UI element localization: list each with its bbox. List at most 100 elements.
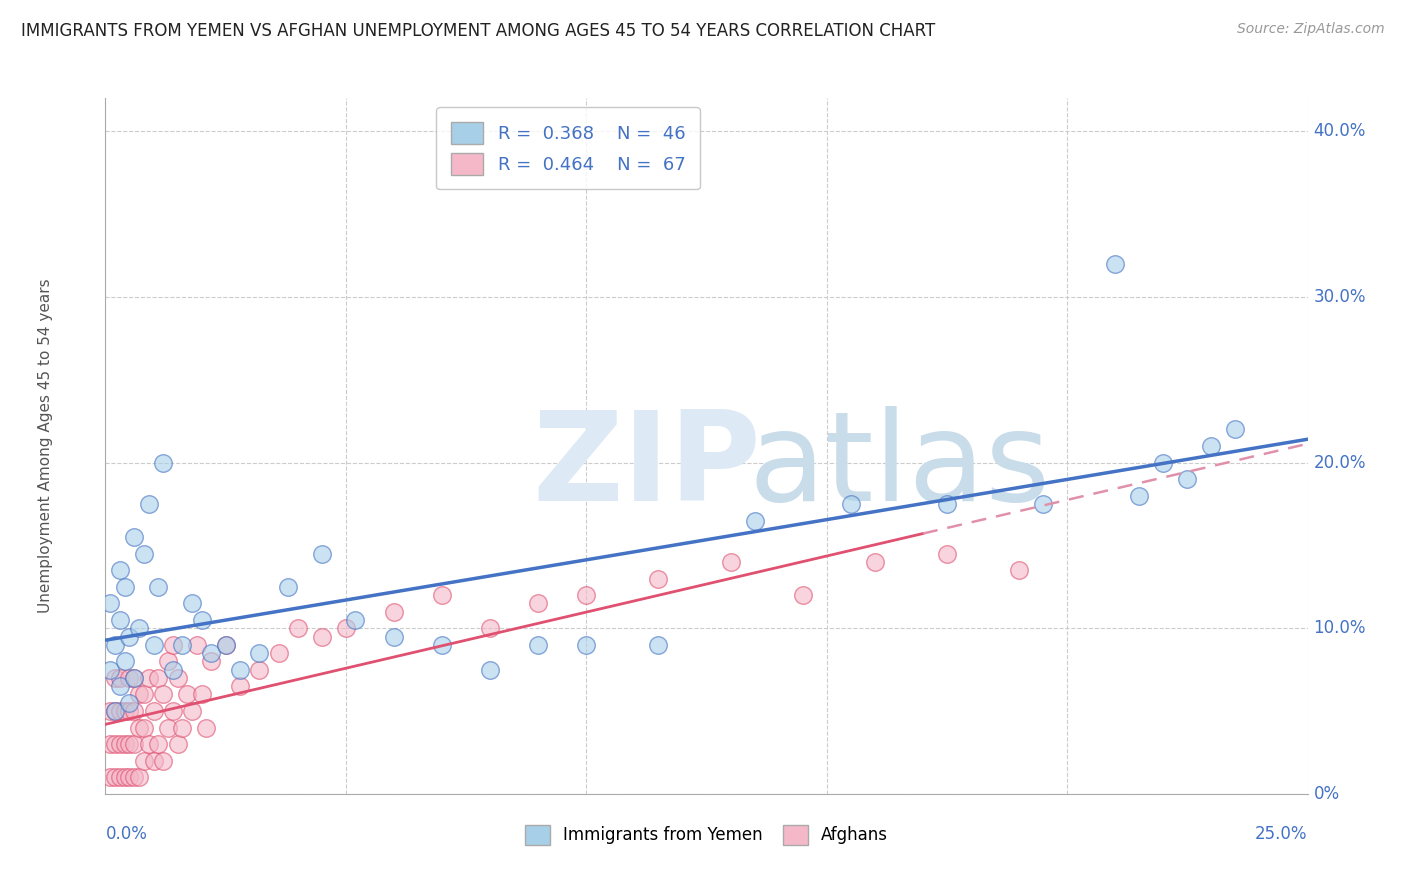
- Point: [124, 737, 146, 751]
- Point: [108, 613, 131, 627]
- Point: [128, 721, 150, 735]
- Point: [114, 654, 136, 668]
- Text: 30.0%: 30.0%: [1313, 288, 1367, 306]
- Point: [172, 638, 194, 652]
- Point: [382, 630, 405, 644]
- Point: [162, 638, 184, 652]
- Point: [839, 497, 862, 511]
- Text: 40.0%: 40.0%: [1313, 122, 1367, 140]
- Point: [98, 704, 121, 718]
- Point: [176, 688, 198, 702]
- Point: [200, 654, 222, 668]
- Point: [430, 588, 453, 602]
- Point: [479, 663, 502, 677]
- Point: [181, 596, 204, 610]
- Point: [108, 679, 131, 693]
- Legend: Immigrants from Yemen, Afghans: Immigrants from Yemen, Afghans: [519, 818, 894, 852]
- Point: [138, 497, 160, 511]
- Point: [162, 704, 184, 718]
- Point: [229, 679, 252, 693]
- Point: [166, 737, 188, 751]
- Point: [114, 704, 136, 718]
- Point: [118, 770, 141, 784]
- Point: [124, 770, 146, 784]
- Point: [128, 621, 150, 635]
- Point: [1032, 497, 1054, 511]
- Point: [156, 721, 179, 735]
- Point: [1225, 422, 1247, 436]
- Point: [124, 704, 146, 718]
- Point: [744, 514, 766, 528]
- Text: ZIP: ZIP: [533, 407, 761, 527]
- Text: IMMIGRANTS FROM YEMEN VS AFGHAN UNEMPLOYMENT AMONG AGES 45 TO 54 YEARS CORRELATI: IMMIGRANTS FROM YEMEN VS AFGHAN UNEMPLOY…: [21, 22, 935, 40]
- Point: [267, 646, 290, 660]
- Point: [863, 555, 886, 569]
- Point: [118, 696, 141, 710]
- Point: [148, 580, 170, 594]
- Point: [172, 721, 194, 735]
- Point: [104, 671, 127, 685]
- Point: [936, 497, 959, 511]
- Text: 10.0%: 10.0%: [1313, 619, 1367, 637]
- Point: [287, 621, 309, 635]
- Point: [128, 770, 150, 784]
- Point: [114, 770, 136, 784]
- Point: [124, 671, 146, 685]
- Point: [128, 688, 150, 702]
- Point: [104, 704, 127, 718]
- Point: [479, 621, 502, 635]
- Point: [132, 721, 155, 735]
- Point: [311, 630, 333, 644]
- Point: [214, 638, 236, 652]
- Point: [104, 737, 127, 751]
- Point: [156, 654, 179, 668]
- Point: [124, 530, 146, 544]
- Point: [98, 596, 121, 610]
- Text: 0.0%: 0.0%: [105, 825, 148, 843]
- Point: [1104, 257, 1126, 271]
- Point: [118, 671, 141, 685]
- Point: [1152, 456, 1174, 470]
- Point: [647, 572, 669, 586]
- Point: [247, 646, 270, 660]
- Text: 0%: 0%: [1313, 785, 1340, 803]
- Point: [1201, 439, 1223, 453]
- Point: [647, 638, 669, 652]
- Point: [114, 580, 136, 594]
- Point: [132, 688, 155, 702]
- Point: [98, 770, 121, 784]
- Point: [1128, 489, 1150, 503]
- Point: [108, 737, 131, 751]
- Point: [214, 638, 236, 652]
- Point: [936, 547, 959, 561]
- Point: [152, 754, 174, 768]
- Point: [98, 663, 121, 677]
- Point: [124, 671, 146, 685]
- Point: [229, 663, 252, 677]
- Text: 25.0%: 25.0%: [1256, 825, 1308, 843]
- Point: [108, 563, 131, 577]
- Point: [118, 630, 141, 644]
- Point: [104, 704, 127, 718]
- Point: [1008, 563, 1031, 577]
- Point: [104, 770, 127, 784]
- Point: [108, 770, 131, 784]
- Point: [195, 721, 218, 735]
- Point: [186, 638, 208, 652]
- Point: [792, 588, 814, 602]
- Text: 20.0%: 20.0%: [1313, 453, 1367, 472]
- Point: [148, 737, 170, 751]
- Point: [98, 737, 121, 751]
- Text: Source: ZipAtlas.com: Source: ZipAtlas.com: [1237, 22, 1385, 37]
- Point: [527, 596, 550, 610]
- Point: [148, 671, 170, 685]
- Point: [132, 547, 155, 561]
- Point: [152, 456, 174, 470]
- Point: [181, 704, 204, 718]
- Point: [190, 688, 212, 702]
- Point: [104, 638, 127, 652]
- Point: [114, 737, 136, 751]
- Point: [142, 638, 165, 652]
- Point: [247, 663, 270, 677]
- Text: Unemployment Among Ages 45 to 54 years: Unemployment Among Ages 45 to 54 years: [38, 278, 53, 614]
